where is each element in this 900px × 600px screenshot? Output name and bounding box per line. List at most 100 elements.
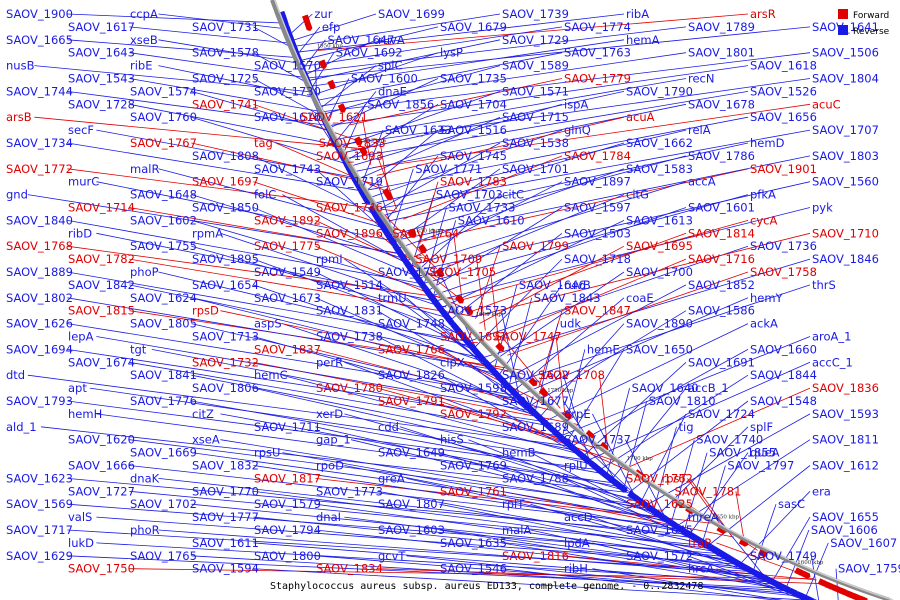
gene-label: SAOV_1741 <box>192 97 259 111</box>
gene-label: SAOV_1733 <box>449 201 516 215</box>
gene-label: SAOV_1794 <box>254 523 321 537</box>
gene-label: grpE <box>564 407 591 421</box>
gene-label: SAOV_1623 <box>6 471 73 485</box>
leader-line <box>507 271 749 356</box>
leader-line <box>158 271 472 347</box>
leader-line <box>582 362 687 457</box>
gene-label: rplT <box>502 497 525 511</box>
leader-line <box>67 400 600 471</box>
gene-label: tgt <box>130 342 147 356</box>
gene-label: mreA <box>688 510 719 524</box>
leader-line <box>27 194 401 254</box>
leader-line <box>473 258 563 349</box>
gene-label: SAOV_1843 <box>534 291 601 305</box>
leader-line <box>497 284 563 377</box>
gene-label: SAOV_1793 <box>6 394 73 408</box>
leader-line <box>34 116 363 150</box>
forward-gene-arrow <box>562 410 573 420</box>
gene-label: gap_1 <box>316 433 351 447</box>
leader-line <box>344 361 569 445</box>
leader-line <box>334 78 687 140</box>
leader-line <box>439 529 770 581</box>
leader-line <box>302 39 326 70</box>
leader-line <box>129 78 321 112</box>
gene-label: SAOV_1810 <box>649 394 716 408</box>
gene-label: SAOV_1811 <box>812 433 879 447</box>
gene-label: SAOV_1716 <box>688 252 755 266</box>
tick-label: 1700 kbp <box>627 456 654 462</box>
gene-label: SAOV_1735 <box>440 72 507 86</box>
leader-line <box>317 13 749 51</box>
gene-label: SAOV_1662 <box>626 136 693 150</box>
forward-gene-arrow <box>599 441 609 451</box>
gene-label: tag <box>254 136 273 150</box>
gene-label: SAOV_1841 <box>130 368 197 382</box>
gene-label: SAOV_1789 <box>688 20 755 34</box>
gene-label: rpmA <box>192 226 223 240</box>
leader-line <box>530 452 680 529</box>
gene-label: SAOV_1612 <box>812 459 879 473</box>
gene-label: SAOV_1618 <box>750 59 817 73</box>
leader-line <box>158 39 301 64</box>
leader-line <box>282 452 669 522</box>
gene-label: SAOV_1617 <box>68 20 135 34</box>
gene-label: acuA <box>626 110 655 124</box>
gene-label: SAOV_1573 <box>440 304 507 318</box>
leader-line <box>67 555 786 589</box>
gene-label: SAOV_1786 <box>688 149 755 163</box>
tick-label: 1650 kbp <box>713 515 740 521</box>
gene-label: SAOV_1594 <box>192 562 259 576</box>
gene-label: SAOV_1816 <box>502 549 569 563</box>
tick-label: 1750 kbp <box>547 388 574 394</box>
gene-label: SAOV_1677 <box>502 394 569 408</box>
leader-line <box>344 516 751 571</box>
forward-gene-arrow <box>851 592 862 600</box>
gene-label: SAOV_1767 <box>130 136 197 150</box>
gene-label: SAOV_1802 <box>6 291 73 305</box>
leader-line <box>67 220 422 284</box>
gene-label: SAOV_1514 <box>316 278 383 292</box>
gene-label: rpsU <box>254 446 280 460</box>
gene-label: SAOV_1616 <box>254 110 321 124</box>
gene-label: SAOV_1852 <box>688 278 755 292</box>
gene-label: SAOV_1647 <box>328 33 395 47</box>
gene-label: lpdA <box>564 536 590 550</box>
gene-label: SAOV_1799 <box>502 239 569 253</box>
gene-label: SAOV_1633 <box>385 123 452 137</box>
gene-label: SAOV_1643 <box>68 46 135 60</box>
leader-line <box>653 426 677 511</box>
leader-line <box>158 168 384 229</box>
gene-label: citC <box>502 188 524 202</box>
leader-line <box>253 207 417 277</box>
gene-label: SAOV_1800 <box>254 549 321 563</box>
gene-label: SAOV_1815 <box>68 304 135 318</box>
gene-label: SAOV_1697 <box>192 175 259 189</box>
leader-line <box>530 503 743 567</box>
gene-label: SAOV_1781 <box>675 484 742 498</box>
leader-line <box>543 323 749 423</box>
gene-label: SAOV_1736 <box>750 239 817 253</box>
gene-label: SAOV_1788 <box>502 471 569 485</box>
leader-line <box>406 555 803 597</box>
leader-line <box>628 400 749 494</box>
leader-line <box>191 297 496 374</box>
leader-line <box>804 542 829 599</box>
gene-label: SAOV_1746 <box>316 201 383 215</box>
gene-label: SAOV_1895 <box>192 252 259 266</box>
leader-line <box>377 181 400 252</box>
leader-line <box>449 232 563 321</box>
gene-label: SAOV_1579 <box>254 497 321 511</box>
gene-label: SAOV_1655 <box>812 510 879 524</box>
leader-line <box>426 207 563 292</box>
gene-label: pyk <box>812 201 833 215</box>
gene-label: xerD <box>316 407 343 421</box>
tick-label: 1850 kbp <box>413 228 440 234</box>
leader-line <box>191 194 404 259</box>
leader-line <box>347 103 563 168</box>
leader-line <box>253 568 811 600</box>
reverse-gene-arrow <box>781 584 792 594</box>
gene-label: thrS <box>812 278 836 292</box>
gene-label: SAOV_1701 <box>502 162 569 176</box>
gene-label: valS <box>68 510 92 524</box>
leader-line <box>307 39 501 82</box>
